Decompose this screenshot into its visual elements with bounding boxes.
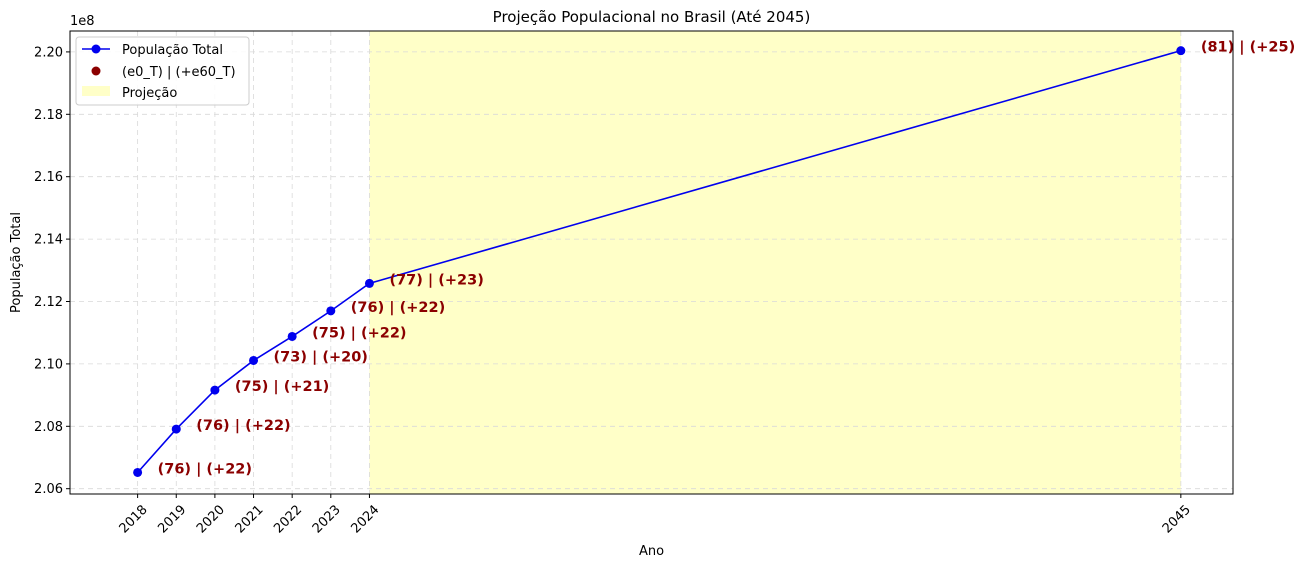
population-line	[137, 49, 1182, 474]
plot-frame	[69, 30, 1234, 495]
point-annotation: (76) | (+22)	[196, 418, 290, 434]
grid	[70, 31, 1233, 494]
legend-point-marker	[91, 66, 101, 76]
point-annotation: (75) | (+21)	[235, 379, 329, 395]
y-tick-label: 2.12	[34, 295, 63, 310]
x-tick-label: 2019	[155, 502, 189, 536]
point-annotation: (77) | (+23)	[389, 272, 483, 288]
legend-line-marker	[91, 44, 101, 54]
y-tick-label: 2.16	[34, 170, 63, 185]
population-point	[249, 355, 259, 365]
y-tick-label: 2.20	[34, 45, 63, 60]
population-point	[1176, 46, 1186, 56]
y-axis-label: População Total	[9, 212, 24, 313]
population-point	[326, 306, 336, 316]
population-point	[133, 467, 143, 477]
x-tick-label: 2022	[271, 502, 305, 536]
point-annotation: (75) | (+22)	[312, 325, 406, 341]
x-tick-label: 2024	[348, 502, 382, 536]
x-tick-label: 2018	[117, 502, 151, 536]
legend-projection-swatch	[82, 86, 110, 96]
x-tick-label: 2021	[233, 502, 267, 536]
legend: População Total (e0_T) | (+e60_T) Projeç…	[75, 36, 250, 106]
legend-box	[75, 36, 250, 106]
population-point	[171, 424, 181, 434]
y-tick-label: 2.06	[34, 482, 63, 497]
x-tick-label: 2020	[194, 502, 228, 536]
population-point	[364, 278, 374, 288]
legend-label-life-expectancy: (e0_T) | (+e60_T)	[122, 65, 236, 80]
y-tick-label: 2.10	[34, 357, 63, 372]
point-annotation: (81) | (+25)	[1201, 40, 1295, 56]
population-point	[210, 385, 220, 395]
chart-title: Projeção Populacional no Brasil (Até 204…	[493, 8, 811, 26]
point-annotation: (76) | (+22)	[351, 300, 445, 316]
x-tick-label: 2045	[1160, 502, 1194, 536]
legend-label-population: População Total	[122, 43, 223, 58]
legend-label-projection: Projeção	[122, 86, 177, 101]
point-annotation: (73) | (+20)	[274, 349, 368, 365]
x-tick-label: 2023	[310, 502, 344, 536]
population-point	[287, 331, 297, 341]
y-tick-label: 2.18	[34, 108, 63, 123]
point-annotation: (76) | (+22)	[158, 461, 252, 477]
y-axis-offset-label: 1e8	[70, 14, 95, 29]
x-axis-label: Ano	[639, 544, 664, 559]
y-tick-label: 2.08	[34, 420, 63, 435]
projection-span	[369, 31, 1181, 494]
y-tick-label: 2.14	[34, 233, 63, 248]
